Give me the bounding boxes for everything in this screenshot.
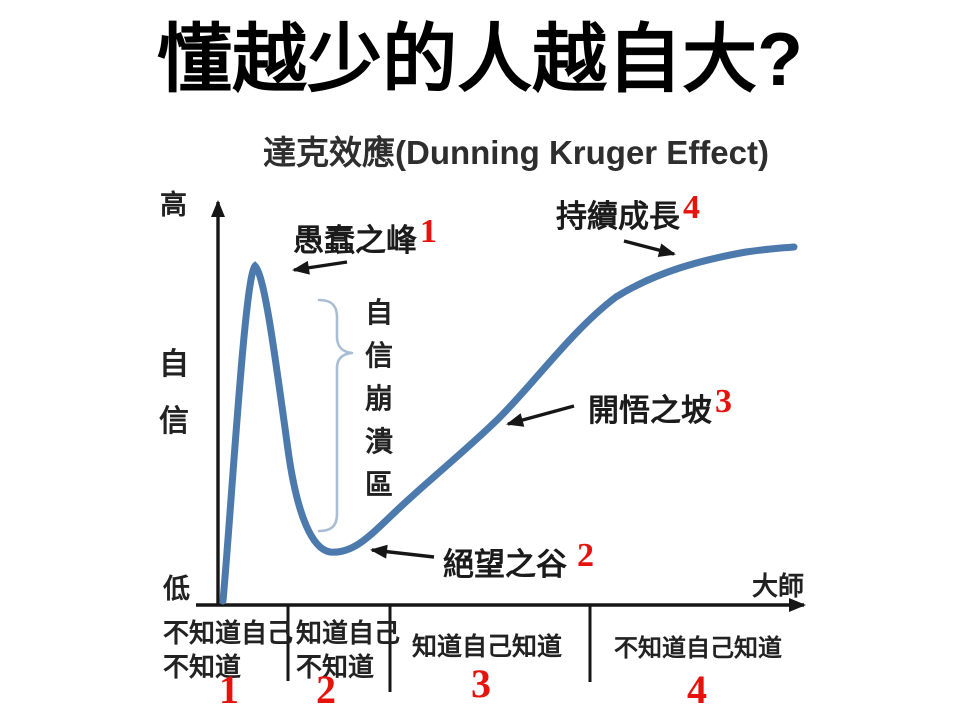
- stage-number-3: 3: [471, 661, 491, 706]
- stage-number-1: 1: [219, 667, 239, 712]
- y-axis-low-label: 低: [163, 574, 190, 604]
- stage-number-2: 2: [316, 667, 336, 712]
- stage-3-label: 知道自己知道: [412, 630, 562, 664]
- slope-label: 開悟之坡: [588, 393, 712, 428]
- stage-2-line1: 知道自己: [296, 618, 401, 648]
- stage-number-4: 4: [687, 667, 707, 712]
- stage-1-line2: 不知道: [163, 652, 242, 682]
- peak-arrow-icon: [292, 260, 348, 275]
- valley-label: 絕望之谷: [443, 547, 567, 582]
- peak-number: 1: [420, 213, 437, 250]
- annotation-growth: 持續成長 4: [556, 191, 700, 236]
- chart-title: 達克效應(Dunning Kruger Effect): [263, 134, 769, 171]
- stage-3-line1: 知道自己知道: [412, 633, 563, 661]
- confidence-curve: [219, 243, 798, 605]
- valley-arrow-icon: [370, 544, 435, 559]
- stage-2-label: 知道自己 不知道: [296, 616, 400, 684]
- stage-1-line1: 不知道自己: [163, 618, 294, 648]
- stage-2-line2: 不知道: [296, 652, 375, 682]
- growth-arrow-icon: [623, 239, 676, 258]
- page-title: 懂越少的人越自大?: [157, 17, 803, 101]
- peak-label: 愚蠢之峰: [293, 223, 417, 258]
- growth-number: 4: [683, 189, 700, 226]
- growth-label: 持續成長: [556, 199, 680, 234]
- collapse-brace-icon: [317, 298, 354, 533]
- slope-arrow-icon: [506, 404, 575, 427]
- annotation-slope: 開悟之坡 3: [588, 385, 732, 430]
- stage-4-label: 不知道自己知道: [614, 632, 782, 666]
- stage-4-line1: 不知道自己知道: [614, 635, 782, 662]
- stage-1-label: 不知道自己 不知道: [163, 616, 293, 684]
- collapse-zone-label: 自信崩潰區: [364, 297, 393, 500]
- y-axis-high-label: 高: [160, 190, 187, 220]
- slope-number: 3: [715, 383, 732, 420]
- annotation-valley: 絕望之谷 2: [443, 539, 594, 584]
- valley-number: 2: [577, 537, 594, 574]
- annotation-peak: 愚蠢之峰 1: [293, 215, 437, 260]
- x-axis-master-label: 大師: [752, 571, 805, 601]
- y-axis-confidence-label: 自信: [159, 348, 189, 438]
